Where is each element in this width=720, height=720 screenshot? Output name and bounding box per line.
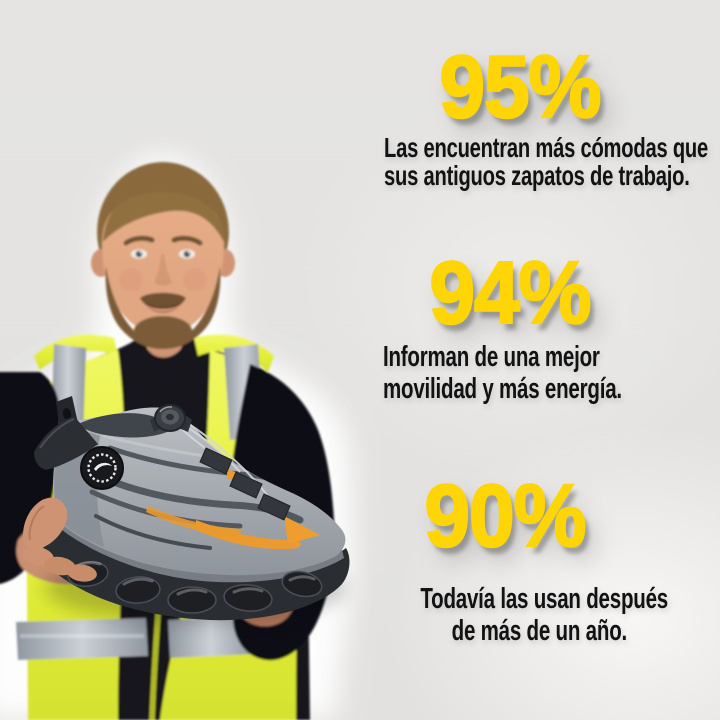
stat-1-value: 95% <box>438 37 602 136</box>
stat-2-caption-line-2: movilidad y más energía. <box>383 373 622 405</box>
lace-guides <box>199 447 291 521</box>
stat-3-value: 90% <box>423 466 587 565</box>
stat-1-caption-line-1: Las encuentran más cómodas que <box>384 132 709 163</box>
stat-2-caption-line-1: Informan de una mejor <box>383 341 600 373</box>
head <box>91 162 235 349</box>
stat-3-caption-line-2: de más de un año. <box>451 615 628 647</box>
left-hand-fingers <box>22 497 97 582</box>
stat-3-caption: Todavía las usan después de más de un añ… <box>420 583 668 647</box>
stat-2-value: 94% <box>428 243 592 342</box>
vest-band-left <box>16 618 148 660</box>
stat-1-caption-line-2: sus antiguos zapatos de trabajo. <box>384 159 690 191</box>
stat-2-caption: Informan de una mejor movilidad y más en… <box>383 341 622 405</box>
sole-pods <box>67 561 323 614</box>
vest-band-right <box>168 616 254 658</box>
safety-shoe <box>22 396 350 621</box>
heel-logo-badge <box>80 446 124 490</box>
worker-photo <box>0 155 354 720</box>
boa-dial-icon <box>150 404 192 432</box>
heel-strap <box>34 396 98 470</box>
stat-1-caption: Las encuentran más cómodas que sus antig… <box>384 132 709 191</box>
stat-3-caption-line-1: Todavía las usan después <box>420 583 668 615</box>
